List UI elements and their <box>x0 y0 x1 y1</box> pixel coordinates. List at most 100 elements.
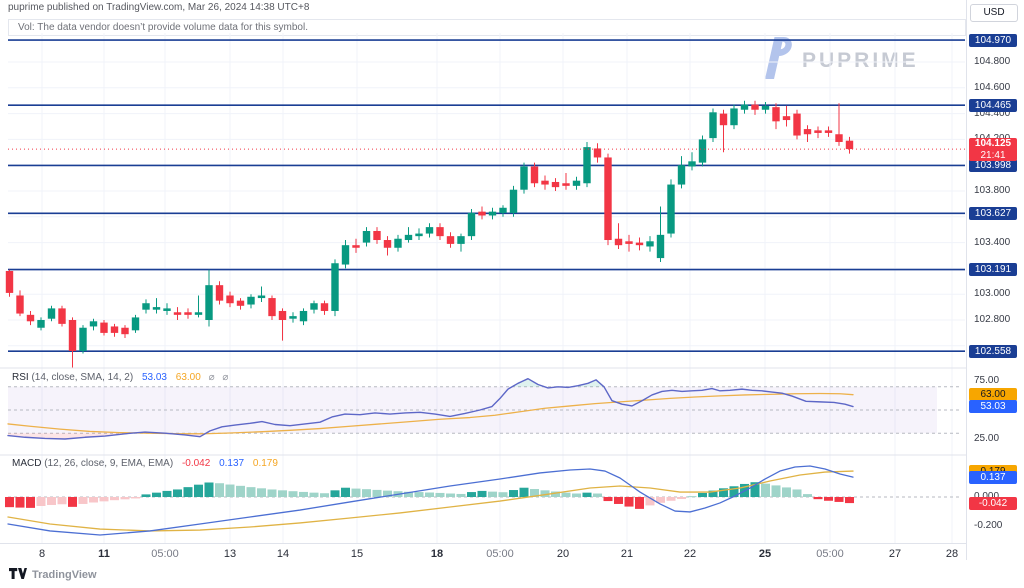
candle-body-down <box>625 241 633 244</box>
macd-histogram-bar <box>225 484 235 497</box>
candle-body-down <box>803 129 812 135</box>
time-axis-label: 25 <box>758 548 772 560</box>
macd-axis-label: -0.200 <box>974 520 1003 531</box>
candle-body-up <box>415 233 423 237</box>
candle <box>373 227 381 244</box>
macd-histogram-bar <box>110 497 119 501</box>
candle <box>677 156 686 189</box>
candle <box>709 108 717 142</box>
candle <box>362 227 371 247</box>
puprime-logo-stem <box>765 37 784 79</box>
candle <box>509 185 518 217</box>
candle-body-down <box>16 295 24 314</box>
candle <box>604 153 612 246</box>
macd-line-value: 0.137 <box>219 458 245 469</box>
candle <box>404 227 413 243</box>
candle <box>299 308 308 326</box>
candle <box>719 109 728 153</box>
macd-histogram-bar <box>467 492 476 497</box>
macd-histogram-bar <box>362 489 371 497</box>
candle <box>425 223 434 238</box>
time-axis-label: 05:00 <box>486 548 514 560</box>
macd-histogram-bar <box>771 485 781 497</box>
candle-body-down <box>446 236 455 244</box>
candle <box>562 172 570 190</box>
candle-body-up <box>520 166 528 190</box>
candle-body-down <box>58 308 66 324</box>
candle-body-down <box>226 295 234 304</box>
macd-line-badge: 0.137 <box>969 470 1017 484</box>
time-axis-label: 13 <box>223 548 237 560</box>
candle-body-down <box>719 113 728 126</box>
candle <box>551 178 560 191</box>
candle-body-up <box>205 285 213 320</box>
currency-button[interactable]: USD <box>970 4 1018 22</box>
macd-histogram-bar <box>530 489 539 497</box>
candle-body-down <box>593 148 602 158</box>
candle-body-up <box>89 321 98 327</box>
macd-histogram-bar <box>204 482 214 497</box>
candle-body-up <box>499 207 507 213</box>
candle-body-up <box>761 105 770 110</box>
price-axis-label: 104.800 <box>974 56 1011 67</box>
candle-body-down <box>100 322 108 333</box>
candle <box>37 317 45 331</box>
candle-body-down <box>436 227 444 237</box>
candle-body-down <box>121 327 129 335</box>
macd-histogram-bar <box>372 489 382 497</box>
candle-body-up <box>163 308 171 311</box>
macd-histogram-bar <box>498 492 508 497</box>
candle <box>646 236 654 252</box>
macd-histogram-bar <box>813 497 823 500</box>
macd-histogram-bar <box>593 493 602 497</box>
candle-body-down <box>614 238 623 246</box>
candle-body-up <box>341 245 350 265</box>
candle <box>457 233 465 252</box>
candle-body-down <box>5 270 14 293</box>
candle-body-up <box>572 180 581 186</box>
candle <box>541 175 549 190</box>
candle <box>184 308 192 319</box>
candle <box>593 143 602 163</box>
tradingview-attribution[interactable]: TradingView <box>9 566 97 584</box>
macd-legend: MACD (12, 26, close, 9, EMA, EMA) -0.042… <box>12 458 278 469</box>
candle-body-up <box>457 236 465 244</box>
candle <box>478 206 486 220</box>
candle <box>845 136 854 154</box>
macd-histogram-bar <box>299 491 308 497</box>
candle-body-down <box>751 104 759 110</box>
candle <box>656 206 665 262</box>
candle <box>415 228 423 241</box>
volume-data-notice: Vol: The data vendor doesn’t provide vol… <box>8 19 966 36</box>
candle-body-down <box>814 130 822 133</box>
candle <box>131 314 140 333</box>
puprime-logo-icon <box>760 36 792 85</box>
candle-body-down <box>782 116 791 121</box>
macd-histogram-bar <box>414 492 424 497</box>
candle <box>499 205 507 217</box>
macd-histogram-bar <box>582 492 592 497</box>
candle <box>824 126 833 137</box>
candle <box>320 300 329 315</box>
candle <box>583 141 591 188</box>
macd-histogram-bar <box>404 491 413 497</box>
candle-body-up <box>656 234 665 259</box>
macd-histogram-bar <box>551 491 560 497</box>
rsi-sma-badge: 63.00 <box>969 388 1017 402</box>
candle-body-down <box>478 211 486 216</box>
candle-body-up <box>299 310 308 322</box>
time-axis-label: 05:00 <box>151 548 179 560</box>
macd-histogram-bar <box>89 497 98 503</box>
candle-body-down <box>383 240 392 248</box>
tradingview-logo-icon <box>9 566 27 584</box>
macd-histogram-bar <box>761 483 770 497</box>
macd-histogram-bar <box>278 490 287 497</box>
macd-histogram-bar <box>824 497 833 501</box>
price-level-badge: 103.998 <box>969 158 1017 172</box>
macd-histogram-bar <box>603 497 613 502</box>
candle-body-up <box>37 320 45 328</box>
rsi-pane <box>7 377 960 440</box>
candle-body-up <box>677 165 686 185</box>
macd-axis-label: 0.000 <box>974 491 999 502</box>
macd-histogram-bar <box>519 487 529 497</box>
